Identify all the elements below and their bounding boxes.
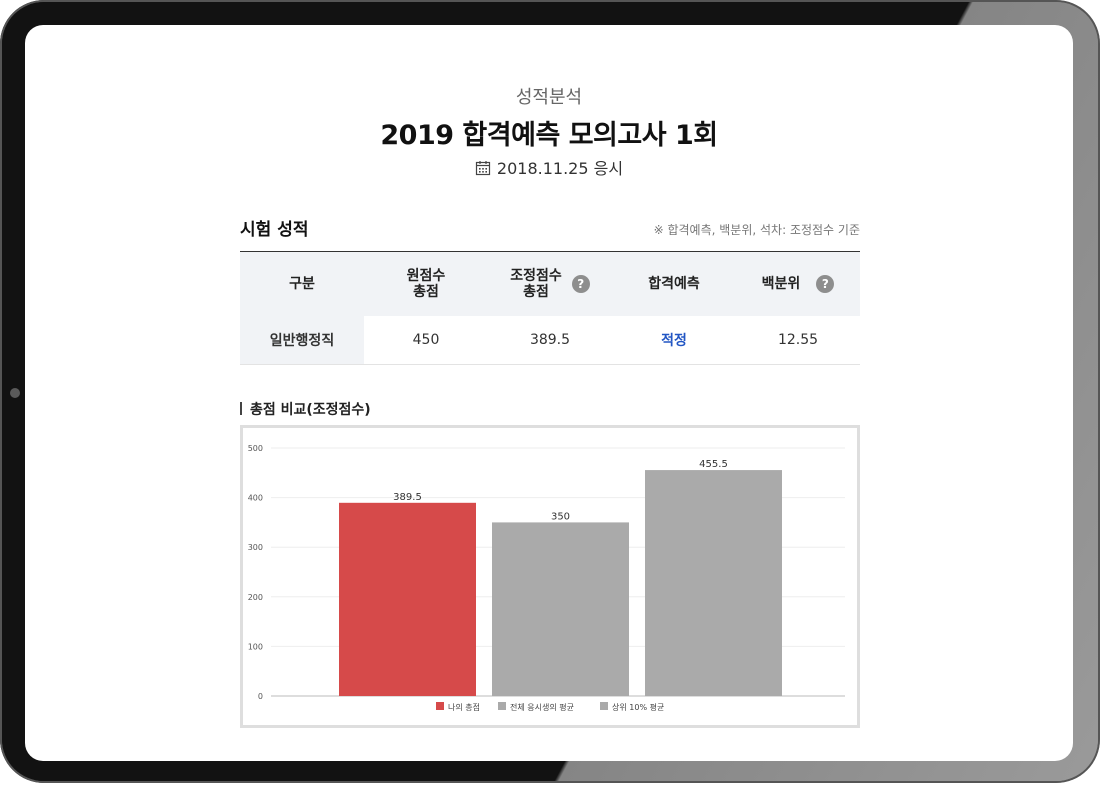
calendar-icon — [475, 159, 497, 178]
header-prediction: 합격예측 — [612, 251, 736, 316]
header-adjusted-line2: 총점 — [523, 284, 549, 300]
section-title: 시험 성적 — [240, 220, 309, 240]
cell-adjusted-total: 389.5 — [488, 316, 612, 365]
page-title: 2019 합격예측 모의고사 1회 — [380, 120, 718, 151]
exam-date-text: 2018.11.25 응시 — [496, 159, 624, 178]
y-tick-label: 0 — [258, 692, 263, 701]
chart-heading-text: 총점 비교(조정점수) — [250, 402, 371, 418]
exam-date: 2018.11.25 응시 — [25, 155, 1073, 179]
table-header-row: 구분 원점수 총점 조정점수 총점? 합격예측 백분위? — [240, 251, 860, 316]
header-raw-total-line1: 원점수 — [406, 268, 446, 284]
device-button — [10, 388, 20, 398]
chart-heading: 총점 비교(조정점수) — [240, 399, 371, 419]
cell-category: 일반행정직 — [240, 316, 364, 365]
score-table: 구분 원점수 총점 조정점수 총점? 합격예측 백분위? 일반행정직 — [240, 251, 860, 365]
header-category: 구분 — [240, 251, 364, 316]
header-percentile-label: 백분위 — [761, 276, 801, 292]
cell-percentile: 12.55 — [736, 316, 860, 365]
cell-prediction: 적정 — [612, 316, 736, 365]
header-adjusted-total: 조정점수 총점? — [488, 251, 612, 316]
y-tick-label: 100 — [248, 642, 263, 651]
header-adjusted-line1: 조정점수 — [510, 268, 562, 284]
legend-swatch — [436, 702, 444, 710]
y-tick-label: 400 — [248, 494, 263, 503]
bar — [645, 470, 782, 696]
legend-swatch — [600, 702, 608, 710]
question-circle-icon[interactable]: ? — [816, 275, 835, 293]
y-tick-label: 500 — [248, 444, 263, 453]
legend-label: 나의 총점 — [448, 702, 480, 712]
header-percentile: 백분위? — [736, 251, 860, 316]
y-tick-label: 300 — [248, 543, 263, 552]
y-tick-label: 200 — [248, 593, 263, 602]
question-circle-icon[interactable]: ? — [571, 275, 590, 293]
chart-container: 0 100 200 300 400 500 389.5 350 455.5 나의 총점 전체 응시생… — [240, 425, 860, 728]
bar-chart: 0 100 200 300 400 500 389.5 350 455.5 나의 총점 전체 응시생… — [248, 444, 845, 712]
bar-value-label: 389.5 — [393, 492, 422, 503]
section-note: ※ 합격예측, 백분위, 석차: 조정점수 기준 — [653, 223, 860, 237]
bar — [339, 502, 476, 696]
legend-swatch — [498, 702, 506, 710]
bar — [492, 522, 629, 696]
cell-raw-total: 450 — [364, 316, 488, 365]
table-row: 일반행정직 450 389.5 적정 12.55 — [240, 316, 860, 365]
header-raw-total-line2: 총점 — [413, 284, 439, 300]
bar-value-label: 455.5 — [699, 459, 728, 470]
heading-marker — [240, 402, 242, 415]
legend-label: 상위 10% 평균 — [612, 702, 664, 712]
bar-value-label: 350 — [551, 511, 570, 522]
legend-label: 전체 응시생의 평균 — [510, 702, 574, 712]
header-raw-total: 원점수 총점 — [364, 251, 488, 316]
screen: 성적분석 2019 합격예측 모의고사 1회 2018.11.25 응시 시험 … — [25, 25, 1073, 761]
page-subtitle: 성적분석 — [515, 87, 583, 108]
